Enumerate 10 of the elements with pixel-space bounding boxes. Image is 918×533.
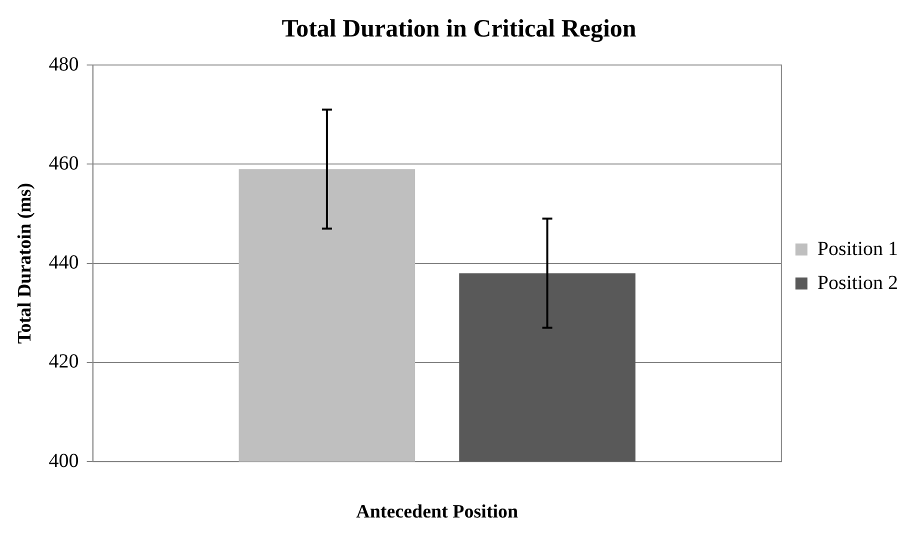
x-axis-title: Antecedent Position [356,502,519,523]
y-tick-label: 440 [48,252,79,274]
y-axis-title: Total Duratoin (ms) [14,182,36,344]
y-tick-label: 420 [48,350,79,373]
legend-label: Position 2 [817,272,898,294]
chart-title: Total Duration in Critical Region [282,15,636,42]
y-tick-label: 400 [48,450,79,472]
y-tick-label: 480 [48,53,79,76]
legend-label: Position 1 [817,238,898,260]
y-tick-label: 460 [48,152,79,174]
